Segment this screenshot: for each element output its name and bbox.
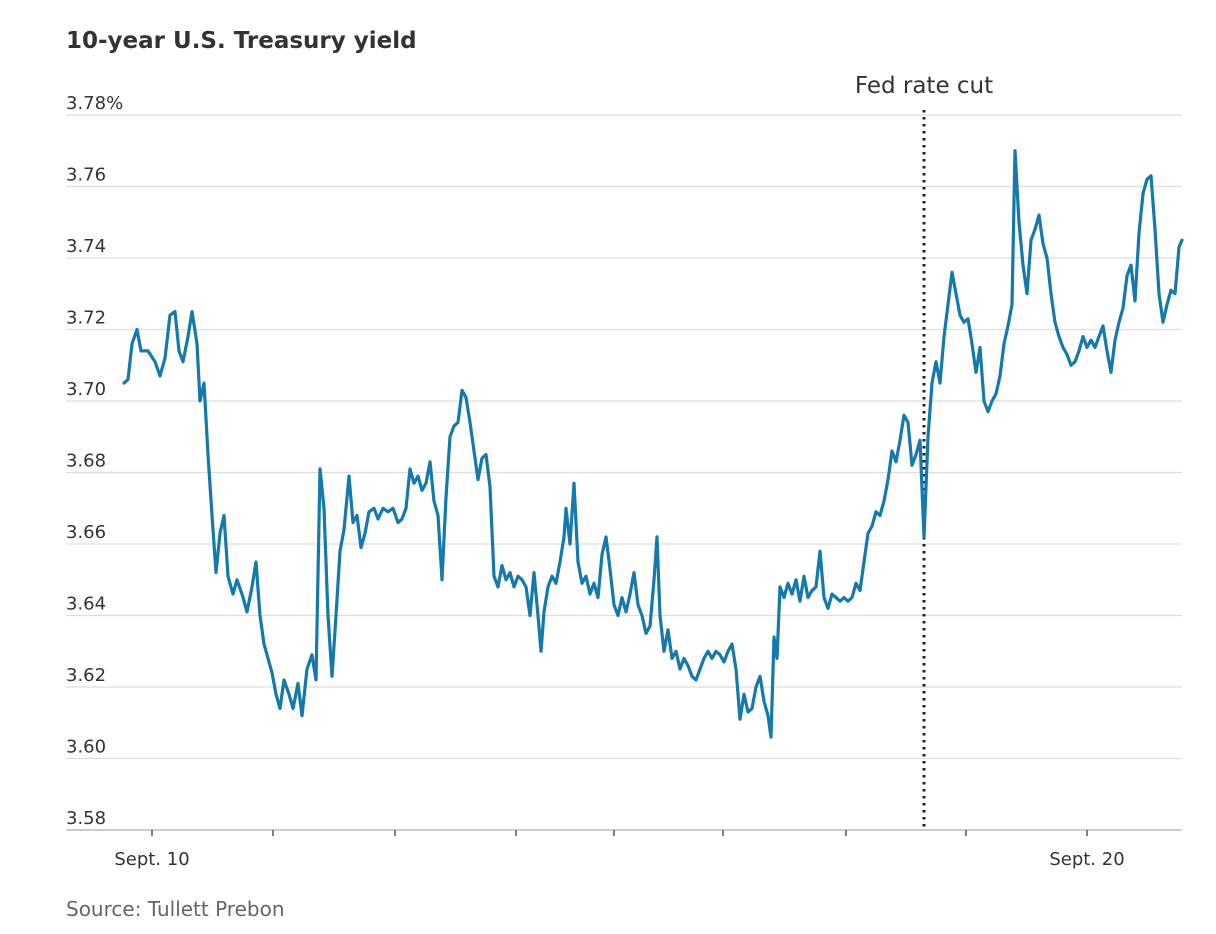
y-tick-label: 3.70 — [66, 379, 106, 400]
y-tick-label: 3.62 — [66, 665, 106, 686]
source-note: Source: Tullett Prebon — [66, 897, 285, 921]
y-tick-label: 3.64 — [66, 594, 106, 615]
yield-line — [122, 149, 1184, 739]
y-tick-label: 3.68 — [66, 451, 106, 472]
y-tick-label: 3.66 — [66, 522, 106, 543]
y-tick-label: 3.74 — [66, 236, 106, 257]
y-tick-label: 3.76 — [66, 165, 106, 186]
x-tick-label: Sept. 20 — [1049, 849, 1124, 870]
y-tick-label: 3.60 — [66, 737, 106, 758]
y-tick-label: 3.78% — [66, 93, 123, 114]
y-tick-label: 3.72 — [66, 308, 106, 329]
chart-title: 10-year U.S. Treasury yield — [66, 28, 417, 54]
y-tick-label: 3.58 — [66, 808, 106, 829]
annotation-label: Fed rate cut — [855, 73, 993, 99]
x-tick-label: Sept. 10 — [114, 849, 189, 870]
